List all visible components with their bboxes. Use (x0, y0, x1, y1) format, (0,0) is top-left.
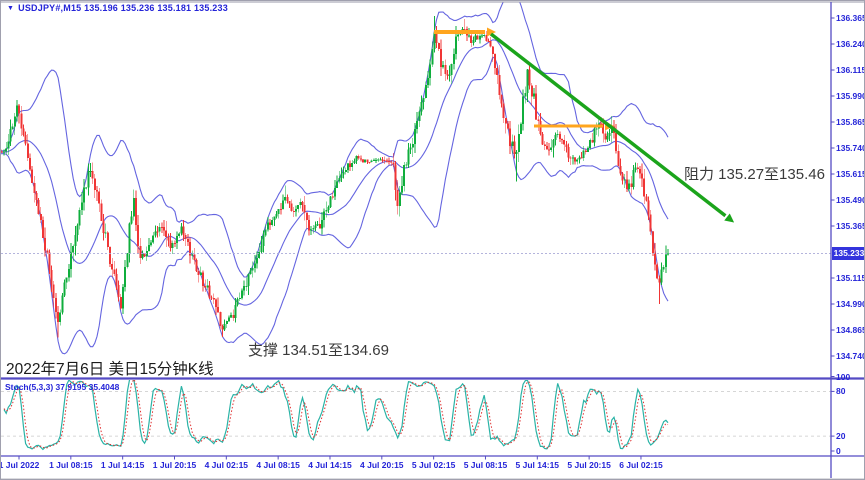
time-axis-label: 1 Jul 2022 (0, 460, 40, 470)
dropdown-icon[interactable]: ▼ (7, 5, 15, 12)
time-axis-label: 1 Jul 08:15 (49, 460, 93, 470)
symbol-ohlc-text: USDJPY#,M15 135.196 135.236 135.181 135.… (18, 3, 228, 13)
price-axis-label: 136.240 (836, 39, 865, 49)
price-axis-label: 135.865 (836, 117, 865, 127)
stoch-axis-label: 0 (836, 446, 841, 456)
stoch-signal-line (3, 380, 669, 449)
price-axis-label: 134.990 (836, 299, 865, 309)
stoch-axis-label: 20 (836, 431, 846, 442)
price-axis-label: 135.365 (836, 221, 865, 231)
stoch-axis-label: 80 (836, 386, 846, 397)
price-axis-label: 134.865 (836, 325, 865, 335)
bollinger-bands (1, 2, 669, 355)
stoch-axis-label: 100 (836, 371, 851, 382)
price-axis-label: 136.365 (836, 13, 865, 23)
time-axis-label: 5 Jul 14:15 (515, 460, 560, 470)
time-axis-label: 4 Jul 02:15 (204, 460, 249, 470)
trend-arrow-head (487, 27, 496, 37)
symbol-info-line: ▼ USDJPY#,M15 135.196 135.236 135.181 135… (7, 3, 228, 13)
price-axis-label: 135.990 (836, 91, 865, 101)
trend-arrow-head (724, 213, 735, 223)
stoch-main-line (3, 380, 669, 451)
time-axis-label: 1 Jul 20:15 (152, 460, 197, 470)
time-axis-label: 4 Jul 14:15 (308, 460, 352, 470)
stochastic-panel (1, 380, 831, 451)
trend-arrow (489, 32, 727, 218)
price-axis-label: 135.615 (836, 169, 865, 179)
time-axis-label: 1 Jul 14:15 (100, 460, 145, 470)
current-price-tag: 135.233 (832, 246, 865, 260)
price-axis-label: 134.740 (836, 351, 865, 361)
price-axis-label: 135.115 (836, 273, 865, 283)
price-axis-label: 135.490 (836, 195, 865, 205)
resistance-annotation: 阻力 135.27至135.46 (684, 166, 825, 183)
time-axis-label: 5 Jul 20:15 (567, 460, 611, 470)
support-annotation: 支撑 134.51至134.69 (248, 342, 389, 359)
time-axis-label: 5 Jul 08:15 (463, 460, 508, 470)
time-axis-label: 4 Jul 20:15 (360, 460, 404, 470)
candles-layer (1, 15, 670, 338)
price-axis-label: 136.115 (836, 65, 865, 75)
indicator-label: Stoch(5,3,3) 37.9195 35.4048 (5, 382, 120, 392)
time-axis-label: 4 Jul 08:15 (256, 460, 300, 470)
time-axis-label: 5 Jul 02:15 (411, 460, 456, 470)
price-axis-label: 135.740 (836, 143, 865, 153)
chart-caption: 2022年7月6日 美日15分钟K线 (6, 361, 214, 378)
time-axis-label: 6 Jul 02:15 (619, 460, 663, 470)
